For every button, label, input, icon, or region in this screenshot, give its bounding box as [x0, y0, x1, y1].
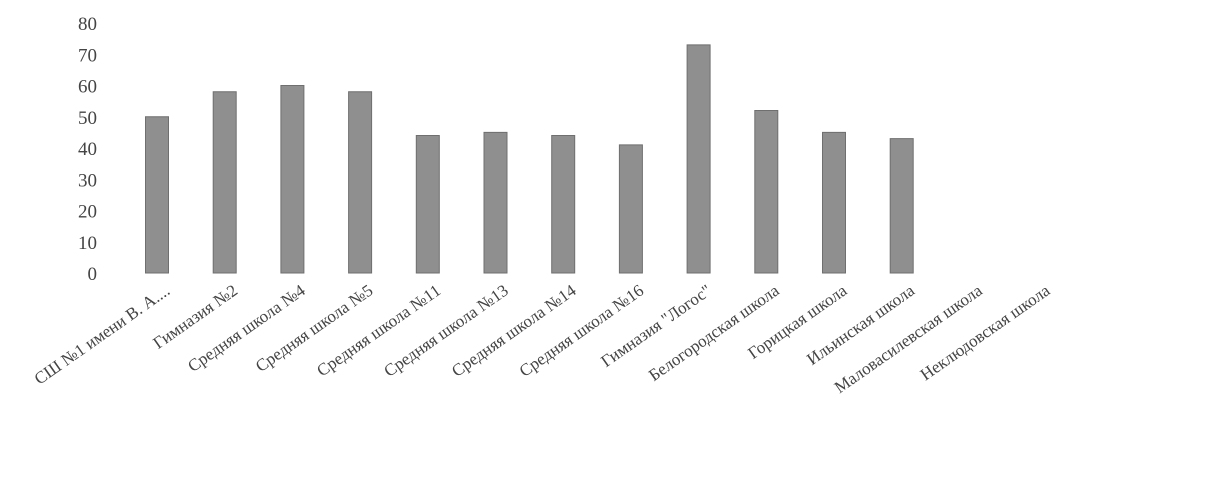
y-tick-label: 50: [78, 108, 97, 129]
bar: [145, 116, 169, 274]
x-tick-label: Средняя школа №11: [313, 281, 444, 381]
bar: [280, 85, 305, 274]
y-tick-label: 20: [78, 202, 97, 223]
bar: [618, 144, 643, 274]
x-tick-label: Средняя школа №16: [516, 281, 647, 381]
y-tick-label: 60: [78, 77, 97, 98]
bar: [483, 131, 508, 274]
y-tick-label: 80: [78, 14, 97, 35]
y-tick-label: 10: [78, 233, 97, 254]
x-tick-label: Гимназия "Логос": [597, 281, 714, 371]
y-axis-ticks: 0 10 20 30 40 50 60 70 80: [78, 14, 97, 285]
y-tick-label: 30: [78, 170, 97, 191]
bar: [551, 135, 576, 274]
bar: [889, 138, 914, 274]
y-tick-label: 0: [88, 264, 98, 285]
bar: [348, 91, 373, 274]
bar: [686, 44, 711, 274]
x-tick-label: Средняя школа №5: [252, 281, 376, 376]
bar: [212, 91, 237, 274]
bars-group: [145, 44, 914, 274]
x-tick-label: Средняя школа №13: [380, 281, 511, 381]
y-tick-label: 70: [78, 45, 97, 66]
bar: [754, 110, 779, 274]
x-tick-label: Средняя школа №4: [184, 280, 309, 375]
x-tick-label: Средняя школа №14: [448, 280, 580, 380]
bar: [822, 131, 846, 274]
bar: [415, 135, 440, 274]
y-tick-label: 40: [78, 139, 97, 160]
